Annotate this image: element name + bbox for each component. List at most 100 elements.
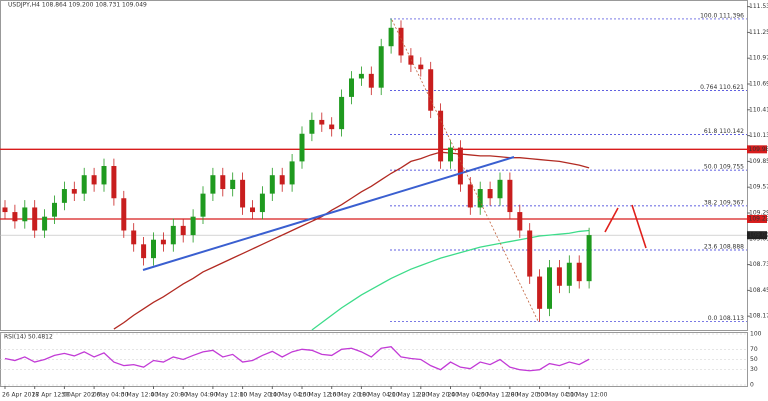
candle-body — [170, 225, 176, 245]
candle-body — [259, 193, 265, 213]
candle-body — [358, 73, 364, 79]
candle-body — [438, 110, 444, 162]
candle-body — [428, 69, 434, 111]
current-price-label: 109.049 — [749, 232, 768, 239]
rsi-tick-label: 0 — [750, 382, 754, 389]
y-tick-label: 108.450 — [749, 287, 768, 294]
main-panel — [0, 0, 748, 331]
candle-body — [250, 207, 255, 213]
candle-body — [61, 189, 67, 203]
y-tick-label: 109.290 — [749, 209, 768, 216]
candle-body — [517, 212, 523, 231]
candle-body — [230, 179, 236, 190]
x-tick-label: 30 May 04:00 — [537, 392, 578, 399]
candle-body — [210, 175, 216, 194]
candle-body — [141, 244, 147, 259]
candle-body — [408, 55, 414, 65]
y-tick-label: 111.250 — [749, 29, 768, 36]
rsi-title: RSI(14) 50.4812 — [4, 334, 53, 341]
fib-label: 0.0 108.113 — [708, 315, 744, 322]
x-tick-label: 8 May 04:00 — [180, 392, 218, 399]
current-price-box — [747, 231, 767, 240]
rsi-tick-label: 50 — [750, 356, 758, 363]
candle-body — [527, 230, 533, 277]
x-tick-label: 3 May 12:00 — [121, 392, 159, 399]
candle-body — [111, 166, 117, 199]
x-tick-label: 26 Apr 2018 — [2, 392, 39, 399]
candle-body — [398, 27, 404, 56]
price-box-label: 109.981 — [749, 146, 768, 153]
candle-body — [368, 73, 374, 88]
candle-body — [319, 119, 325, 125]
candle-body — [220, 175, 226, 190]
rsi-tick-label: 30 — [750, 366, 758, 373]
fib-label: 38.2 109.367 — [704, 199, 744, 206]
x-tick-label: 31 May 12:00 — [566, 392, 607, 399]
candle-body — [329, 124, 335, 130]
fib-label: 100.0 111.396 — [700, 12, 744, 19]
y-tick-label: 108.730 — [749, 261, 768, 268]
x-tick-label: 28 May 20:00 — [507, 392, 548, 399]
candle-body — [12, 212, 18, 222]
candle-body — [2, 207, 8, 213]
y-tick-label: 108.170 — [749, 313, 768, 320]
x-tick-label: 30 Apr 20:00 — [61, 392, 100, 399]
candle-body — [556, 267, 562, 286]
candle-body — [71, 189, 77, 194]
fib-label: 0.764 110.621 — [700, 84, 744, 91]
x-tick-label: 16 May 20:00 — [329, 392, 370, 399]
candle-body — [180, 225, 186, 236]
y-tick-label: 110.410 — [749, 106, 768, 113]
candle-body — [91, 175, 97, 185]
rsi-line — [4, 346, 590, 372]
x-tick-label: 25 May 12:00 — [477, 392, 518, 399]
candle-body — [388, 27, 394, 47]
candle-body — [507, 179, 513, 213]
trendline — [142, 156, 515, 271]
candle-body — [487, 189, 493, 199]
chart-title: USDJPY,H4 108.864 109.200 108.731 109.04… — [8, 2, 147, 9]
y-tick-label: 111.530 — [749, 3, 768, 10]
price-box — [747, 145, 767, 154]
y-tick-label: 109.850 — [749, 158, 768, 165]
candle-body — [349, 78, 354, 97]
x-tick-label: 22 May 20:00 — [418, 392, 459, 399]
candle-body — [497, 179, 503, 199]
moving-average — [311, 229, 590, 331]
x-tick-label: 15 May 12:00 — [299, 392, 340, 399]
candle-body — [190, 216, 196, 236]
candle-body — [586, 235, 592, 282]
candle-body — [240, 179, 246, 208]
candle-body — [160, 239, 166, 245]
rsi-tick-label: 100 — [750, 331, 762, 338]
x-tick-label: 27 Apr 12:00 — [32, 392, 71, 399]
candle-body — [101, 166, 107, 185]
y-tick-label: 110.970 — [749, 55, 768, 62]
candle-body — [279, 175, 285, 185]
price-box-label: 109.225 — [749, 215, 768, 222]
x-tick-label: 4 May 20:00 — [151, 392, 189, 399]
candle-body — [547, 267, 552, 309]
x-tick-label: 2 May 04:00 — [91, 392, 129, 399]
candle-body — [566, 262, 572, 286]
price-box — [747, 214, 767, 223]
candle-body — [289, 161, 295, 185]
main-layer: 111.530 111.250 110.970 110.690 110.410 110.1… — [0, 3, 768, 399]
candle-body — [309, 119, 315, 134]
candle-body — [200, 193, 206, 217]
arrow-up — [604, 207, 619, 233]
candle-body — [477, 189, 483, 208]
candle-body — [81, 175, 87, 194]
candle-body — [151, 239, 156, 259]
candle-body — [339, 96, 345, 130]
x-tick-label: 18 May 04:00 — [358, 392, 399, 399]
candle-body — [269, 175, 275, 194]
candle-body — [32, 207, 38, 231]
fib-label: 50.0 109.755 — [704, 164, 744, 171]
candle-body — [467, 184, 473, 208]
candle-body — [22, 207, 28, 222]
x-tick-label: 14 May 04:00 — [269, 392, 310, 399]
candle-body — [576, 262, 582, 282]
